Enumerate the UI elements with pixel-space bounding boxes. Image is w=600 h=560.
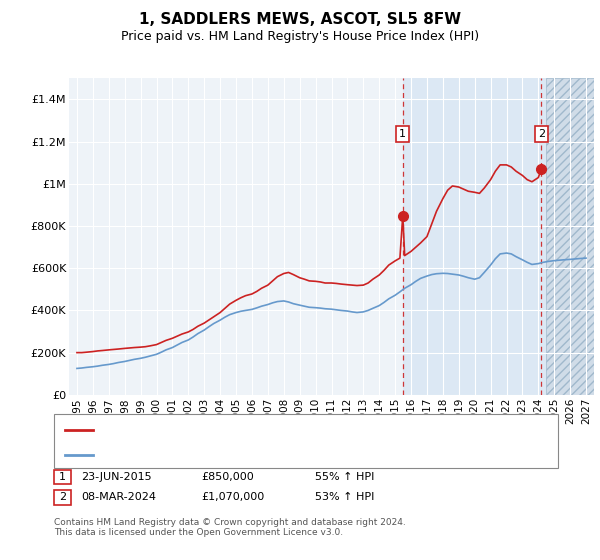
Text: 53% ↑ HPI: 53% ↑ HPI <box>315 492 374 502</box>
Text: Contains HM Land Registry data © Crown copyright and database right 2024.
This d: Contains HM Land Registry data © Crown c… <box>54 518 406 538</box>
Text: Price paid vs. HM Land Registry's House Price Index (HPI): Price paid vs. HM Land Registry's House … <box>121 30 479 43</box>
Text: 08-MAR-2024: 08-MAR-2024 <box>81 492 156 502</box>
Text: 1, SADDLERS MEWS, ASCOT, SL5 8FW (detached house): 1, SADDLERS MEWS, ASCOT, SL5 8FW (detach… <box>99 425 413 435</box>
Text: HPI: Average price, detached house, Bracknell Forest: HPI: Average price, detached house, Brac… <box>99 450 395 460</box>
Text: 1, SADDLERS MEWS, ASCOT, SL5 8FW: 1, SADDLERS MEWS, ASCOT, SL5 8FW <box>139 12 461 27</box>
Bar <box>546 78 594 395</box>
Text: 2: 2 <box>538 129 545 139</box>
Text: £1,070,000: £1,070,000 <box>201 492 264 502</box>
Bar <box>403 78 546 395</box>
Text: 1: 1 <box>59 472 66 482</box>
Text: 2: 2 <box>59 492 66 502</box>
Text: 55% ↑ HPI: 55% ↑ HPI <box>315 472 374 482</box>
Text: 23-JUN-2015: 23-JUN-2015 <box>81 472 152 482</box>
Text: £850,000: £850,000 <box>201 472 254 482</box>
Text: 1: 1 <box>399 129 406 139</box>
